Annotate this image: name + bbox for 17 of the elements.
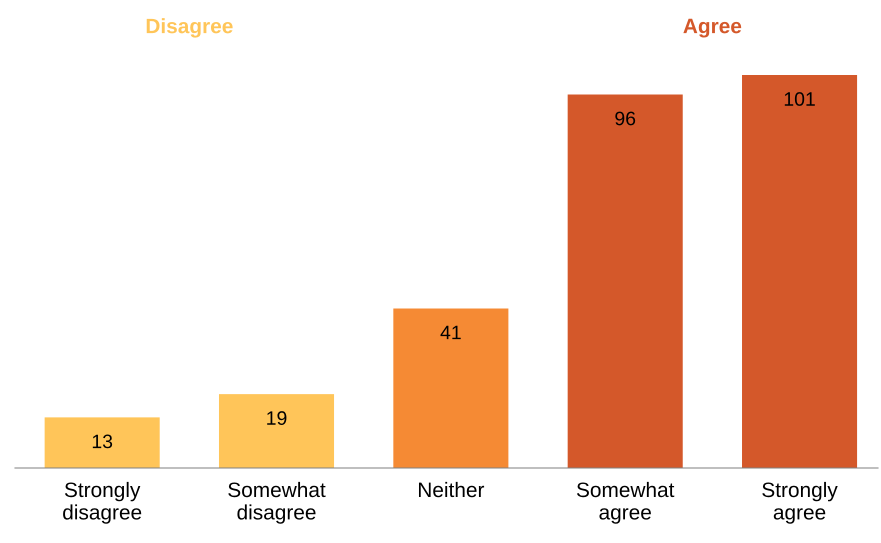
- data-label: 13: [92, 434, 112, 448]
- x-tick-label: Strongly disagree: [63, 482, 142, 524]
- x-tick-label: Somewhat disagree: [228, 482, 326, 524]
- x-tick-label: Neither: [418, 482, 484, 498]
- text: Disagree: [146, 18, 233, 38]
- bar: [218, 394, 334, 468]
- data-label: 19: [267, 411, 286, 425]
- bar: [393, 308, 508, 468]
- bar: [568, 94, 683, 468]
- bar: [44, 417, 160, 468]
- text: Agree: [683, 18, 742, 38]
- data-label: 96: [615, 112, 636, 126]
- data-label: 101: [784, 92, 815, 106]
- x-tick-label: Strongly agree: [762, 482, 838, 524]
- bar: [742, 75, 858, 468]
- data-label: 41: [440, 326, 461, 340]
- x-tick-label: Somewhat agree: [576, 482, 674, 524]
